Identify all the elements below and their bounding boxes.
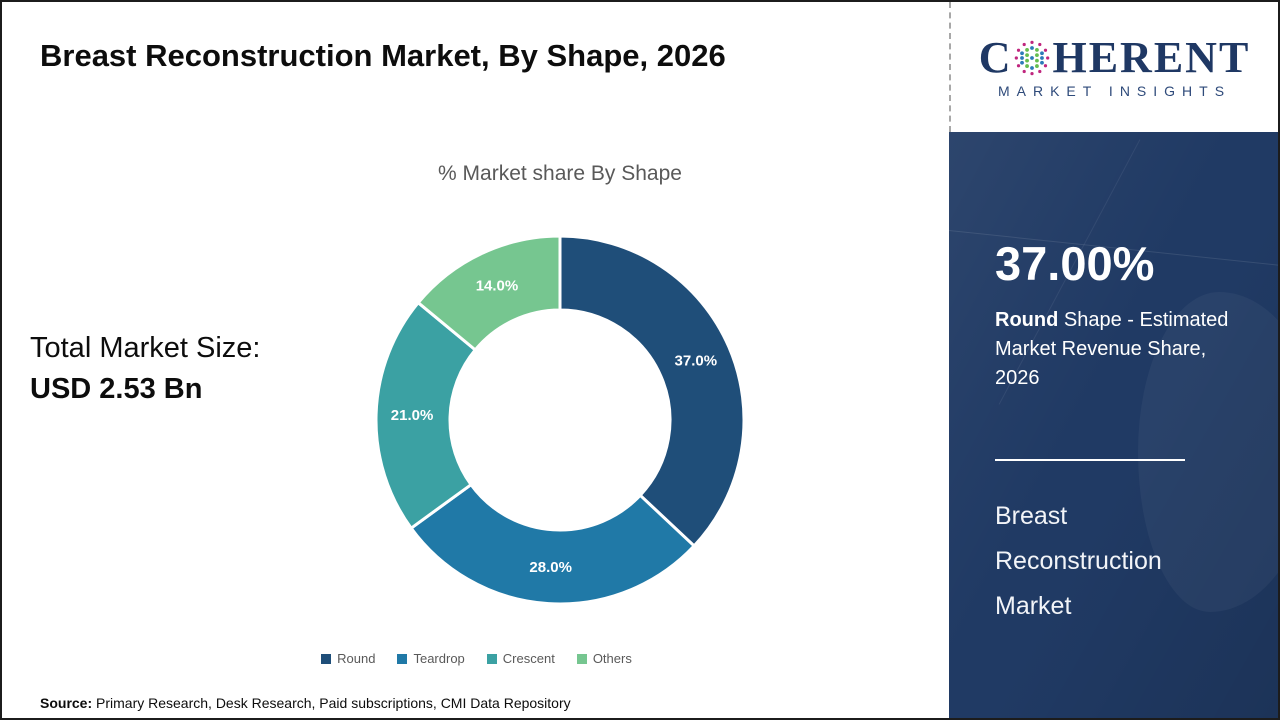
total-market-size-label: Total Market Size:	[30, 332, 261, 364]
map-texture-blob	[1138, 292, 1278, 612]
source-label: Source:	[40, 695, 93, 711]
brand-tagline: MARKET INSIGHTS	[997, 82, 1232, 99]
highlight-description: Round Shape - Estimated Market Revenue S…	[995, 306, 1253, 393]
coherent-logo: C	[949, 2, 1278, 132]
page-title: Breast Reconstruction Market, By Shape, …	[40, 38, 726, 73]
chart-legend: Round Teardrop Crescent Others	[2, 651, 951, 666]
donut-slice-crescent	[374, 301, 477, 530]
legend-label: Crescent	[502, 651, 555, 666]
legend-item-teardrop: Teardrop	[397, 651, 465, 666]
highlight-desc-text: Shape - Estimated Market Revenue Share, …	[995, 309, 1229, 389]
donut-chart: 37.0% 28.0% 21.0% 14.0%	[370, 230, 750, 610]
legend-label: Others	[592, 651, 632, 666]
legend-swatch-crescent	[486, 653, 497, 664]
slice-label-teardrop: 28.0%	[529, 559, 572, 576]
legend-item-crescent: Crescent	[486, 651, 555, 666]
total-market-size-value: USD 2.53 Bn	[30, 373, 203, 405]
brand-word-rest: HERENT	[1052, 32, 1251, 82]
source-line: Source: Primary Research, Desk Research,…	[40, 695, 571, 711]
side-panel: 37.00% Round Shape - Estimated Market Re…	[949, 132, 1278, 718]
slice-label-others: 14.0%	[476, 278, 519, 295]
donut-chart-svg: 37.0% 28.0% 21.0% 14.0%	[374, 234, 746, 606]
source-text: Primary Research, Desk Research, Paid su…	[92, 695, 571, 711]
coherent-globe-icon	[1015, 40, 1050, 75]
market-name: Breast Reconstruction Market	[995, 502, 1162, 620]
legend-item-others: Others	[576, 651, 632, 666]
legend-swatch-teardrop	[397, 653, 408, 664]
coherent-brand-row: C	[978, 32, 1251, 82]
brand-letter-c: C	[978, 32, 1013, 82]
panel-divider	[995, 459, 1185, 461]
donut-slice-round	[558, 234, 746, 548]
legend-swatch-others	[576, 653, 587, 664]
slice-label-round: 37.0%	[675, 353, 718, 370]
total-market-size-block: Total Market Size: USD 2.53 Bn	[30, 332, 260, 406]
legend-item-round: Round	[321, 651, 375, 666]
legend-label: Round	[337, 651, 376, 666]
right-column: C	[949, 2, 1278, 718]
legend-swatch-round	[321, 653, 332, 664]
slice-label-crescent: 21.0%	[391, 407, 434, 424]
highlight-percentage: 37.00%	[995, 237, 1155, 290]
highlight-term: Round	[995, 309, 1059, 331]
donut-slice-teardrop	[409, 483, 696, 606]
chart-title: % Market share By Shape	[438, 162, 682, 185]
donut-slice-others	[416, 234, 562, 352]
legend-label: Teardrop	[413, 651, 465, 666]
